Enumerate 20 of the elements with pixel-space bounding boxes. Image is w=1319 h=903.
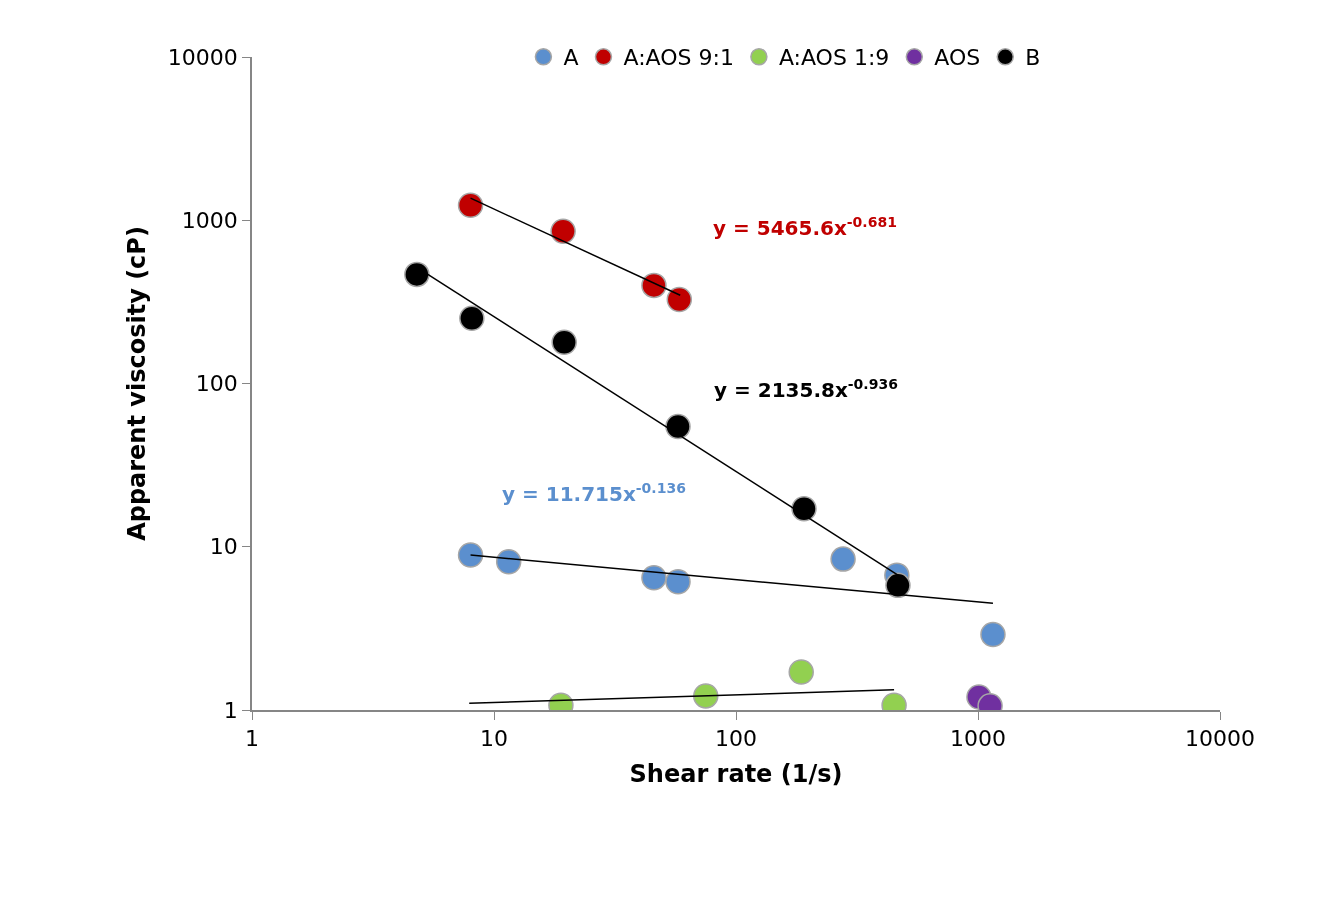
y-tick-label: 100: [195, 371, 238, 397]
annotation: y = 11.715x$^{-0.136}$: [502, 480, 686, 507]
y-tick-label: 10: [209, 534, 238, 560]
legend-label: B: [1025, 45, 1041, 71]
annotation: y = 2135.8x$^{-0.936}$: [714, 376, 898, 403]
x-tick-label: 100: [715, 726, 757, 752]
y-tick-label: 1: [223, 697, 238, 723]
legend-label: A:AOS 9:1: [623, 45, 734, 71]
y-tick-label: 1000: [181, 207, 238, 233]
y-tick-label: 10000: [167, 44, 238, 70]
x-tick-label: 1000: [950, 726, 1006, 752]
legend-label: A: [563, 45, 579, 71]
annotation: y = 5465.6x$^{-0.681}$: [713, 214, 897, 241]
legend-label: AOS: [934, 45, 981, 71]
x-tick-label: 1: [245, 726, 259, 752]
x-axis-title: Shear rate (1/s): [629, 759, 843, 788]
y-axis-title: Apparent viscosity (cP): [123, 226, 152, 541]
legend-label: A:AOS 1:9: [778, 45, 890, 71]
x-tick-label: 10000: [1185, 726, 1255, 752]
x-tick-label: 10: [480, 726, 508, 752]
